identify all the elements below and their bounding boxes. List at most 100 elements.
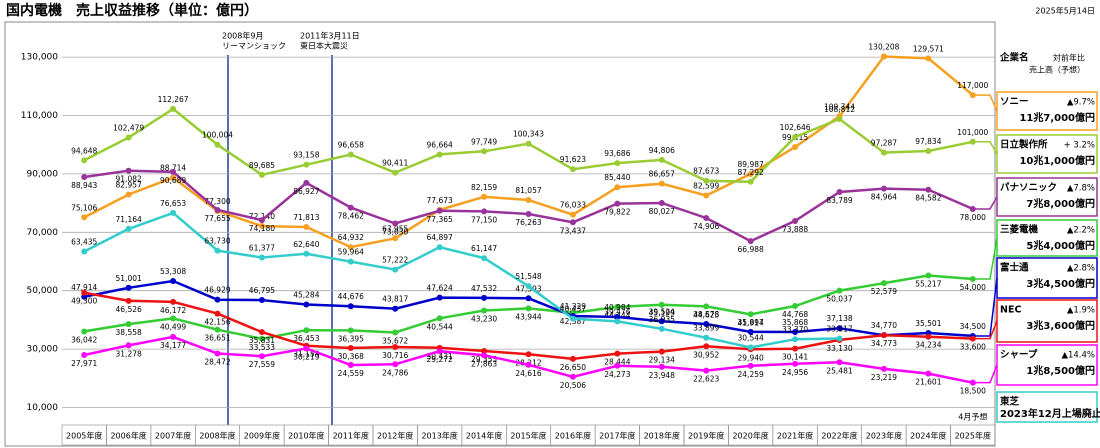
data-label: 33,370 bbox=[782, 325, 808, 334]
data-point bbox=[347, 151, 354, 158]
data-label: 44,676 bbox=[338, 292, 364, 301]
data-point bbox=[836, 189, 843, 196]
data-point bbox=[258, 353, 265, 360]
data-label: 76,263 bbox=[515, 218, 541, 227]
legend-change: ▲14.4% bbox=[1061, 351, 1095, 361]
data-point bbox=[658, 348, 665, 355]
data-point bbox=[81, 214, 88, 221]
data-point bbox=[658, 156, 665, 163]
data-label: 38,578 bbox=[693, 310, 719, 319]
x-tick-label: 2022年度 bbox=[821, 431, 857, 441]
legend-name: 日立製作所 bbox=[1000, 139, 1048, 151]
data-label: 54,000 bbox=[960, 283, 986, 292]
data-label: 27,559 bbox=[249, 360, 275, 369]
data-label: 63,435 bbox=[71, 237, 97, 246]
data-label: 41,914 bbox=[738, 318, 764, 327]
data-point bbox=[214, 296, 221, 303]
data-point bbox=[392, 329, 399, 336]
data-label: 25,481 bbox=[826, 366, 852, 375]
data-point bbox=[792, 217, 799, 224]
data-label: 40,499 bbox=[160, 322, 186, 331]
data-label: 87,673 bbox=[693, 167, 719, 176]
data-label: 46,526 bbox=[116, 305, 142, 314]
y-tick-label: 30,000 bbox=[27, 345, 59, 355]
data-label: 77,150 bbox=[471, 215, 497, 224]
data-label: 83,789 bbox=[826, 196, 852, 205]
y-tick-label: 70,000 bbox=[27, 228, 59, 238]
data-point bbox=[836, 287, 843, 294]
data-label: 51,548 bbox=[515, 272, 541, 281]
y-tick-label: 10,000 bbox=[27, 403, 59, 413]
legend-header: 対前年比 bbox=[1053, 53, 1085, 63]
data-label: 72,140 bbox=[249, 212, 275, 221]
data-point bbox=[836, 359, 843, 366]
data-label: 97,287 bbox=[871, 139, 897, 148]
data-label: 29,355 bbox=[471, 355, 497, 364]
data-label: 47,914 bbox=[71, 283, 97, 292]
data-point bbox=[880, 280, 887, 287]
data-point bbox=[569, 355, 576, 362]
data-point bbox=[125, 134, 132, 141]
data-label: 34,770 bbox=[871, 321, 897, 330]
data-label: 43,230 bbox=[471, 314, 497, 323]
data-point bbox=[125, 297, 132, 304]
annotation: 2011年3月11日 bbox=[300, 31, 360, 41]
legend-name: シャープ bbox=[1000, 349, 1038, 361]
legend-connector bbox=[972, 141, 998, 155]
x-tick-label: 2025年度 bbox=[955, 431, 991, 441]
legend-connector bbox=[972, 196, 998, 210]
data-label: 80,027 bbox=[649, 207, 675, 216]
data-point bbox=[925, 148, 932, 155]
x-tick-label: 2007年度 bbox=[155, 431, 191, 441]
data-label: 43,817 bbox=[382, 295, 408, 304]
x-tick-label: 2018年度 bbox=[644, 431, 680, 441]
data-label: 78,000 bbox=[960, 213, 986, 222]
data-point bbox=[125, 342, 132, 349]
data-label: 23,219 bbox=[871, 373, 897, 382]
data-label: 75,106 bbox=[71, 203, 97, 212]
data-point bbox=[347, 303, 354, 310]
legend-name: 富士通 bbox=[1000, 262, 1029, 274]
data-label: 100,343 bbox=[513, 130, 544, 139]
data-point bbox=[436, 151, 443, 158]
data-point bbox=[481, 193, 488, 200]
data-point bbox=[214, 326, 221, 333]
data-label: 35,501 bbox=[915, 319, 941, 328]
data-point bbox=[792, 345, 799, 352]
legend-change: ▲2.8% bbox=[1067, 264, 1095, 274]
data-point bbox=[170, 209, 177, 216]
x-tick-label: 2008年度 bbox=[199, 431, 235, 441]
data-point bbox=[525, 361, 532, 368]
data-point bbox=[569, 315, 576, 322]
data-point bbox=[303, 179, 310, 186]
x-tick-label: 2009年度 bbox=[244, 431, 280, 441]
data-point bbox=[303, 327, 310, 334]
data-point bbox=[347, 244, 354, 251]
legend-forecast: 11兆7,000億円 bbox=[1019, 111, 1095, 124]
data-label: 33,130 bbox=[826, 344, 852, 353]
data-point bbox=[481, 208, 488, 215]
data-label: 49,300 bbox=[71, 297, 97, 306]
data-point bbox=[347, 258, 354, 265]
data-point bbox=[614, 160, 621, 167]
data-label: 78,462 bbox=[338, 212, 364, 221]
data-label: 89,987 bbox=[738, 160, 764, 169]
data-point bbox=[170, 174, 177, 181]
data-label: 64,932 bbox=[338, 233, 364, 242]
data-point bbox=[258, 171, 265, 178]
data-point bbox=[125, 284, 132, 291]
data-label: 130,208 bbox=[868, 43, 899, 52]
legend-name: パナソニック bbox=[1000, 182, 1057, 194]
data-label: 91,082 bbox=[116, 175, 142, 184]
x-tick-label: 2023年度 bbox=[866, 431, 902, 441]
forecast-note: 4月予想 bbox=[958, 412, 987, 422]
data-point bbox=[525, 283, 532, 290]
data-point bbox=[880, 185, 887, 192]
data-label: 94,806 bbox=[649, 146, 675, 155]
data-point bbox=[747, 362, 754, 369]
data-label: 34,234 bbox=[915, 341, 941, 350]
data-point bbox=[836, 335, 843, 342]
data-label: 41,329 bbox=[560, 302, 586, 311]
x-tick-label: 2016年度 bbox=[555, 431, 591, 441]
